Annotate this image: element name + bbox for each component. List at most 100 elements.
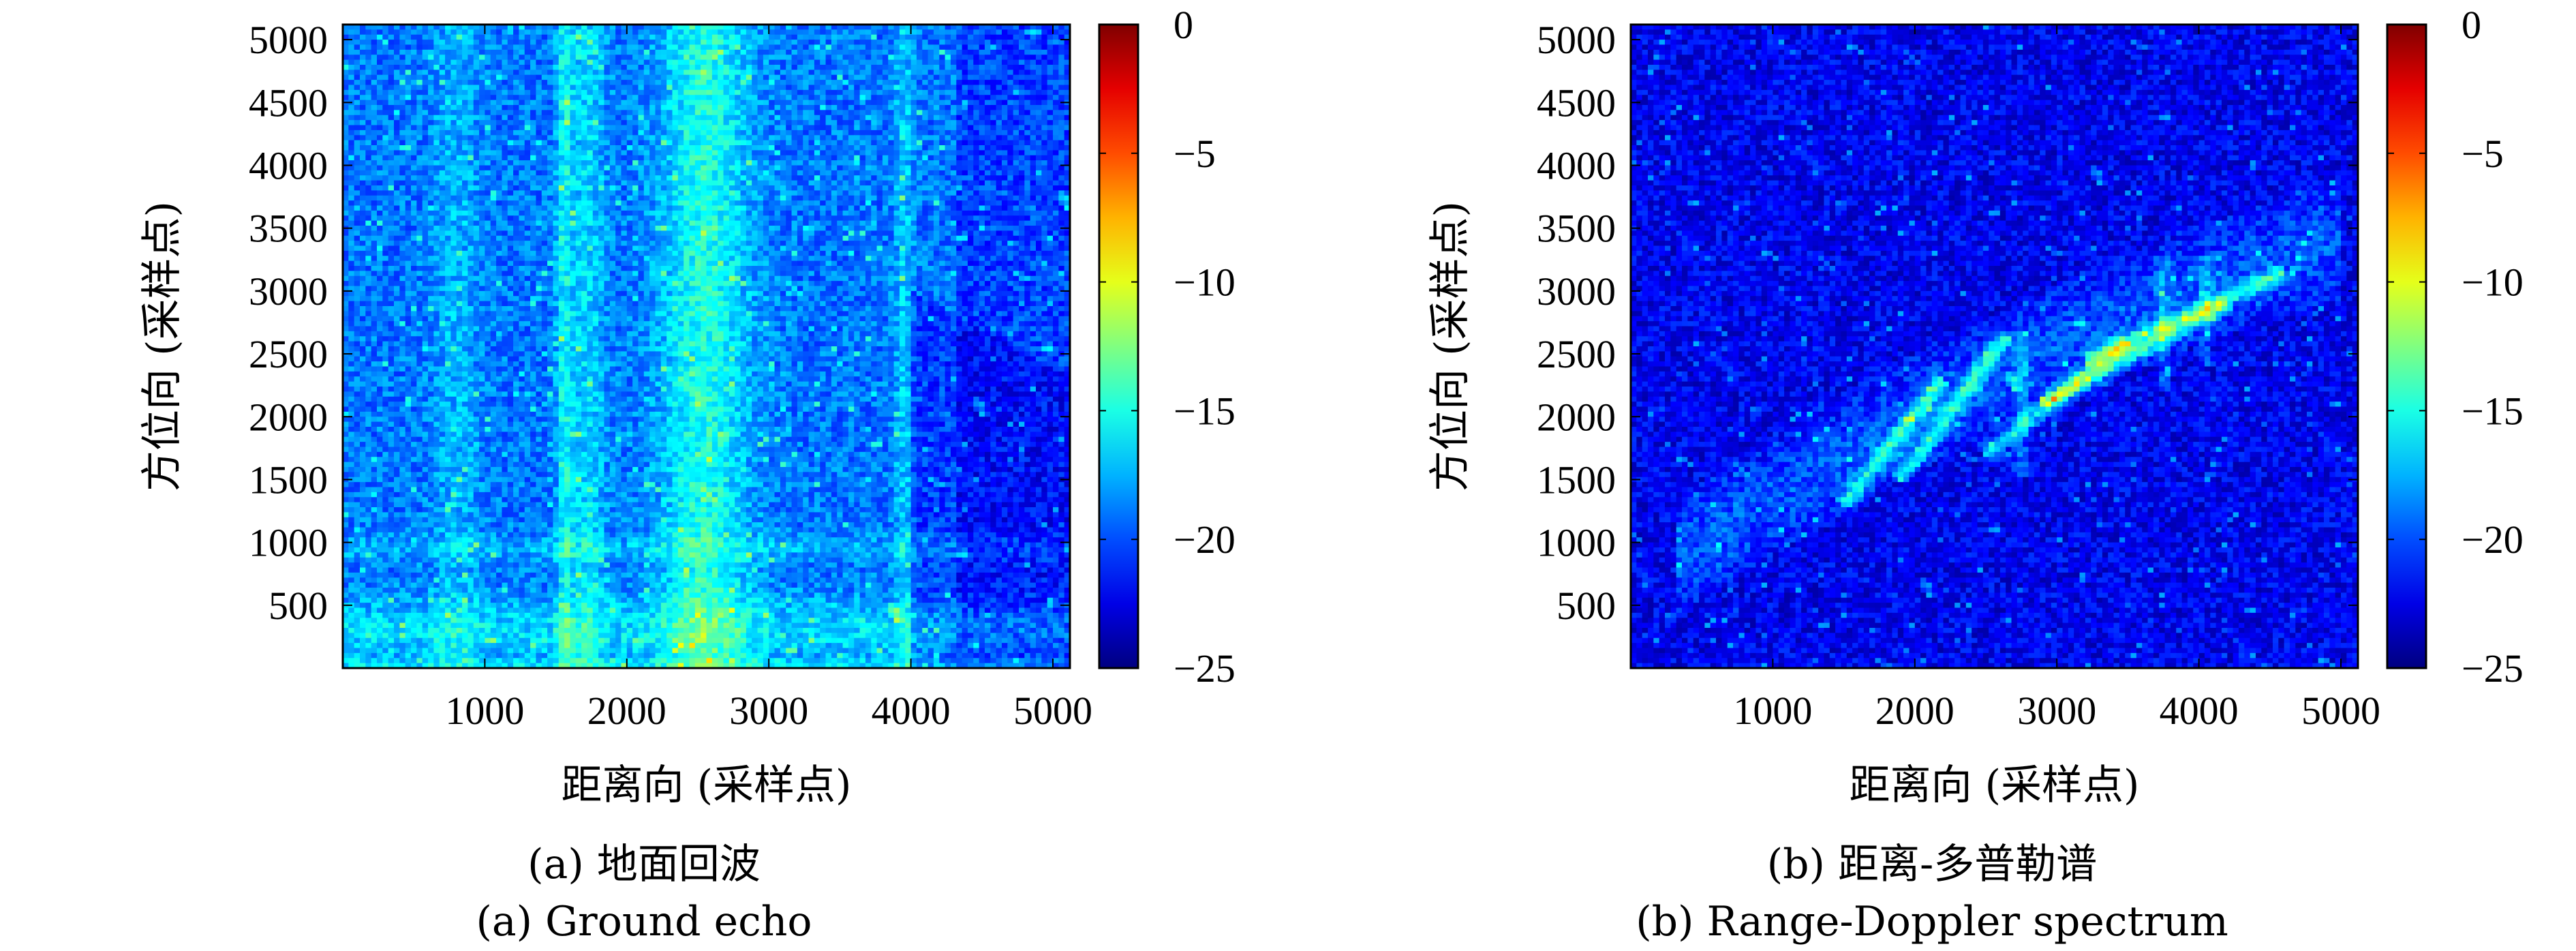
heatmap-cell <box>1035 49 1042 55</box>
heatmap-cell <box>496 115 503 121</box>
heatmap-cell <box>797 125 803 131</box>
heatmap-cell <box>592 160 599 166</box>
heatmap-cell <box>450 215 457 222</box>
heatmap-cell <box>445 80 451 86</box>
heatmap-cell <box>962 115 968 121</box>
heatmap-cell <box>984 44 991 50</box>
heatmap-cell <box>348 140 355 146</box>
heatmap-cell <box>1030 185 1037 191</box>
heatmap-cell <box>962 120 968 126</box>
heatmap-cell <box>513 40 520 46</box>
heatmap-cell <box>689 70 696 76</box>
heatmap-cell <box>513 59 520 65</box>
heatmap-cell <box>502 125 508 131</box>
heatmap-cell <box>422 125 429 131</box>
heatmap-cell <box>916 25 923 30</box>
heatmap-cell <box>735 210 741 216</box>
heatmap-cell <box>922 160 929 166</box>
heatmap-cell <box>570 65 577 70</box>
heatmap-cell <box>939 74 946 80</box>
heatmap-cell <box>519 125 525 131</box>
heatmap-cell <box>660 65 667 70</box>
heatmap-cell <box>746 80 752 86</box>
heatmap-cell <box>990 110 997 116</box>
heatmap-cell <box>854 29 861 35</box>
heatmap-cell <box>615 145 622 151</box>
heatmap-cell <box>706 29 713 35</box>
heatmap-cell <box>411 180 417 186</box>
heatmap-cell <box>859 29 866 35</box>
heatmap-cell <box>735 145 741 151</box>
heatmap-cell <box>626 55 633 61</box>
heatmap-cell <box>343 155 349 161</box>
heatmap-cell <box>757 49 764 55</box>
heatmap-cell <box>808 120 815 126</box>
heatmap-cell <box>990 215 997 222</box>
heatmap-cell <box>780 175 786 181</box>
heatmap-cell <box>684 74 690 80</box>
heatmap-cell <box>564 205 571 211</box>
heatmap-cell <box>343 140 349 146</box>
heatmap-cell <box>655 205 662 211</box>
heatmap-cell <box>956 105 963 110</box>
heatmap-cell <box>502 145 508 151</box>
heatmap-cell <box>950 120 957 126</box>
heatmap-cell <box>524 175 531 181</box>
heatmap-cell <box>360 215 366 222</box>
heatmap-cell <box>638 120 645 126</box>
heatmap-cell <box>365 70 372 76</box>
heatmap-cell <box>649 200 656 207</box>
heatmap-cell <box>865 29 872 35</box>
heatmap-cell <box>711 150 718 156</box>
heatmap-cell <box>541 120 548 126</box>
heatmap-cell <box>416 55 423 61</box>
heatmap-cell <box>485 210 491 216</box>
heatmap-cell <box>769 125 776 131</box>
heatmap-cell <box>973 55 980 61</box>
heatmap-cell <box>609 200 616 207</box>
heatmap-cell <box>399 155 406 161</box>
heatmap-cell <box>485 130 491 136</box>
heatmap-cell <box>1030 34 1037 40</box>
heatmap-cell <box>871 185 878 191</box>
heatmap-cell <box>422 195 429 201</box>
heatmap-cell <box>677 44 684 50</box>
heatmap-cell <box>854 205 861 211</box>
heatmap-cell <box>502 165 508 171</box>
heatmap-cell <box>388 145 395 151</box>
heatmap-cell <box>581 65 588 70</box>
heatmap-cell <box>547 150 554 156</box>
heatmap-cell <box>797 135 803 141</box>
heatmap-cell <box>416 145 423 151</box>
heatmap-cell <box>865 105 872 110</box>
heatmap-cell <box>684 150 690 156</box>
heatmap-cell <box>945 49 951 55</box>
heatmap-cell <box>1030 115 1037 121</box>
heatmap-cell <box>604 115 611 121</box>
heatmap-cell <box>422 70 429 76</box>
heatmap-cell <box>848 210 855 216</box>
heatmap-cell <box>1052 205 1059 211</box>
heatmap-cell <box>910 140 917 146</box>
heatmap-cell <box>411 105 417 110</box>
heatmap-cell <box>888 205 895 211</box>
heatmap-cell <box>973 175 980 181</box>
heatmap-cell <box>428 145 434 151</box>
heatmap-cell <box>808 115 815 121</box>
heatmap-cell <box>677 155 684 161</box>
heatmap-cell <box>791 190 798 196</box>
heatmap-cell <box>729 135 735 141</box>
heatmap-cell <box>848 125 855 131</box>
heatmap-cell <box>354 100 361 106</box>
heatmap-cell <box>416 195 423 201</box>
heatmap-cell <box>416 160 423 166</box>
heatmap-cell <box>348 115 355 121</box>
heatmap-cell <box>831 205 838 211</box>
heatmap-cell <box>592 55 599 61</box>
heatmap-cell <box>649 125 656 131</box>
heatmap-cell <box>564 70 571 76</box>
heatmap-cell <box>791 34 798 40</box>
heatmap-cell <box>422 140 429 146</box>
heatmap-cell <box>876 100 883 106</box>
heatmap-cell <box>984 150 991 156</box>
